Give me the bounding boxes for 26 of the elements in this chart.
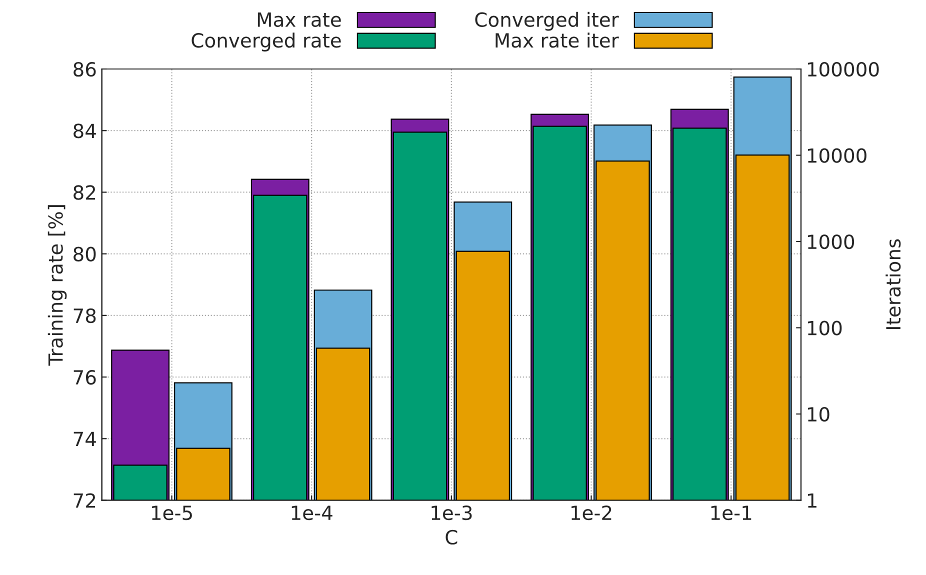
y-tick-label: 72 <box>74 493 96 508</box>
legend-label: Max rate <box>258 12 341 27</box>
x-tick-label: 1e-2 <box>572 505 612 520</box>
y2-tick-label: 1000 <box>808 234 854 250</box>
x-tick-label: 1e-3 <box>432 505 472 520</box>
legend-label: Max rate iter <box>496 32 619 48</box>
y2-tick-label: 10 <box>808 406 830 422</box>
y-tick-label: 84 <box>74 124 96 138</box>
y-axis-title: Training rate [%] <box>48 205 67 366</box>
y2-axis-title: Iterations <box>886 239 901 330</box>
y2-tick-label: 10000 <box>808 148 866 163</box>
y2-tick-label: 1 <box>808 493 816 508</box>
x-axis-title: C <box>446 530 458 545</box>
y-tick-label: 86 <box>74 62 96 77</box>
x-tick-label: 1e-5 <box>152 506 192 520</box>
y-tick-label: 82 <box>74 185 96 200</box>
y-tick-label: 76 <box>74 370 96 385</box>
legend-label: Converged iter <box>475 12 619 31</box>
legend-label: Converged rate <box>192 32 341 52</box>
x-tick-label: 1e-4 <box>292 506 332 520</box>
y2-tick-label: 100000 <box>808 62 879 77</box>
y-tick-label: 74 <box>74 432 96 446</box>
y2-tick-label: 100 <box>808 320 842 336</box>
x-tick-label: 1e-1 <box>711 506 752 520</box>
y-tick-label: 78 <box>74 308 96 324</box>
y-tick-label: 80 <box>74 246 96 262</box>
